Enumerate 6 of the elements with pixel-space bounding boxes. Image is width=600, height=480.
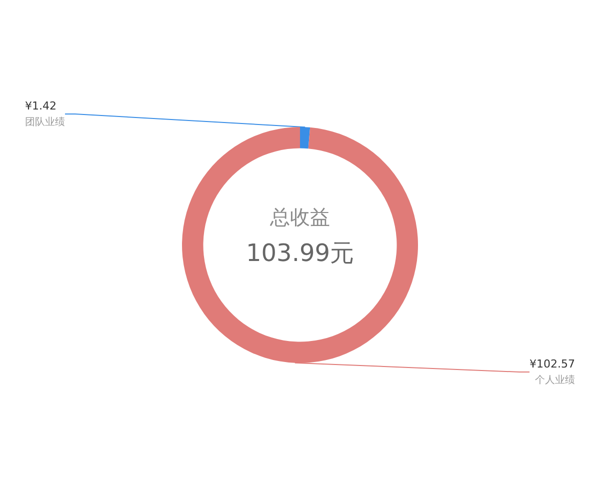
text: 103.99元 <box>246 239 354 267</box>
data-label: ¥102.57 <box>530 358 575 370</box>
data-label: ¥1.42 <box>25 100 56 112</box>
slice-label: 个人业绩 <box>535 374 575 386</box>
text: 总收益 <box>269 205 330 229</box>
slice-label: 团队业绩 <box>25 116 65 128</box>
